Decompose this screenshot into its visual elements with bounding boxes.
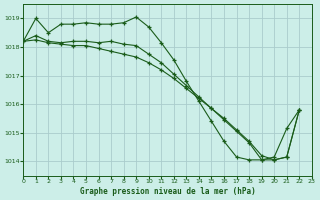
X-axis label: Graphe pression niveau de la mer (hPa): Graphe pression niveau de la mer (hPa): [80, 187, 255, 196]
